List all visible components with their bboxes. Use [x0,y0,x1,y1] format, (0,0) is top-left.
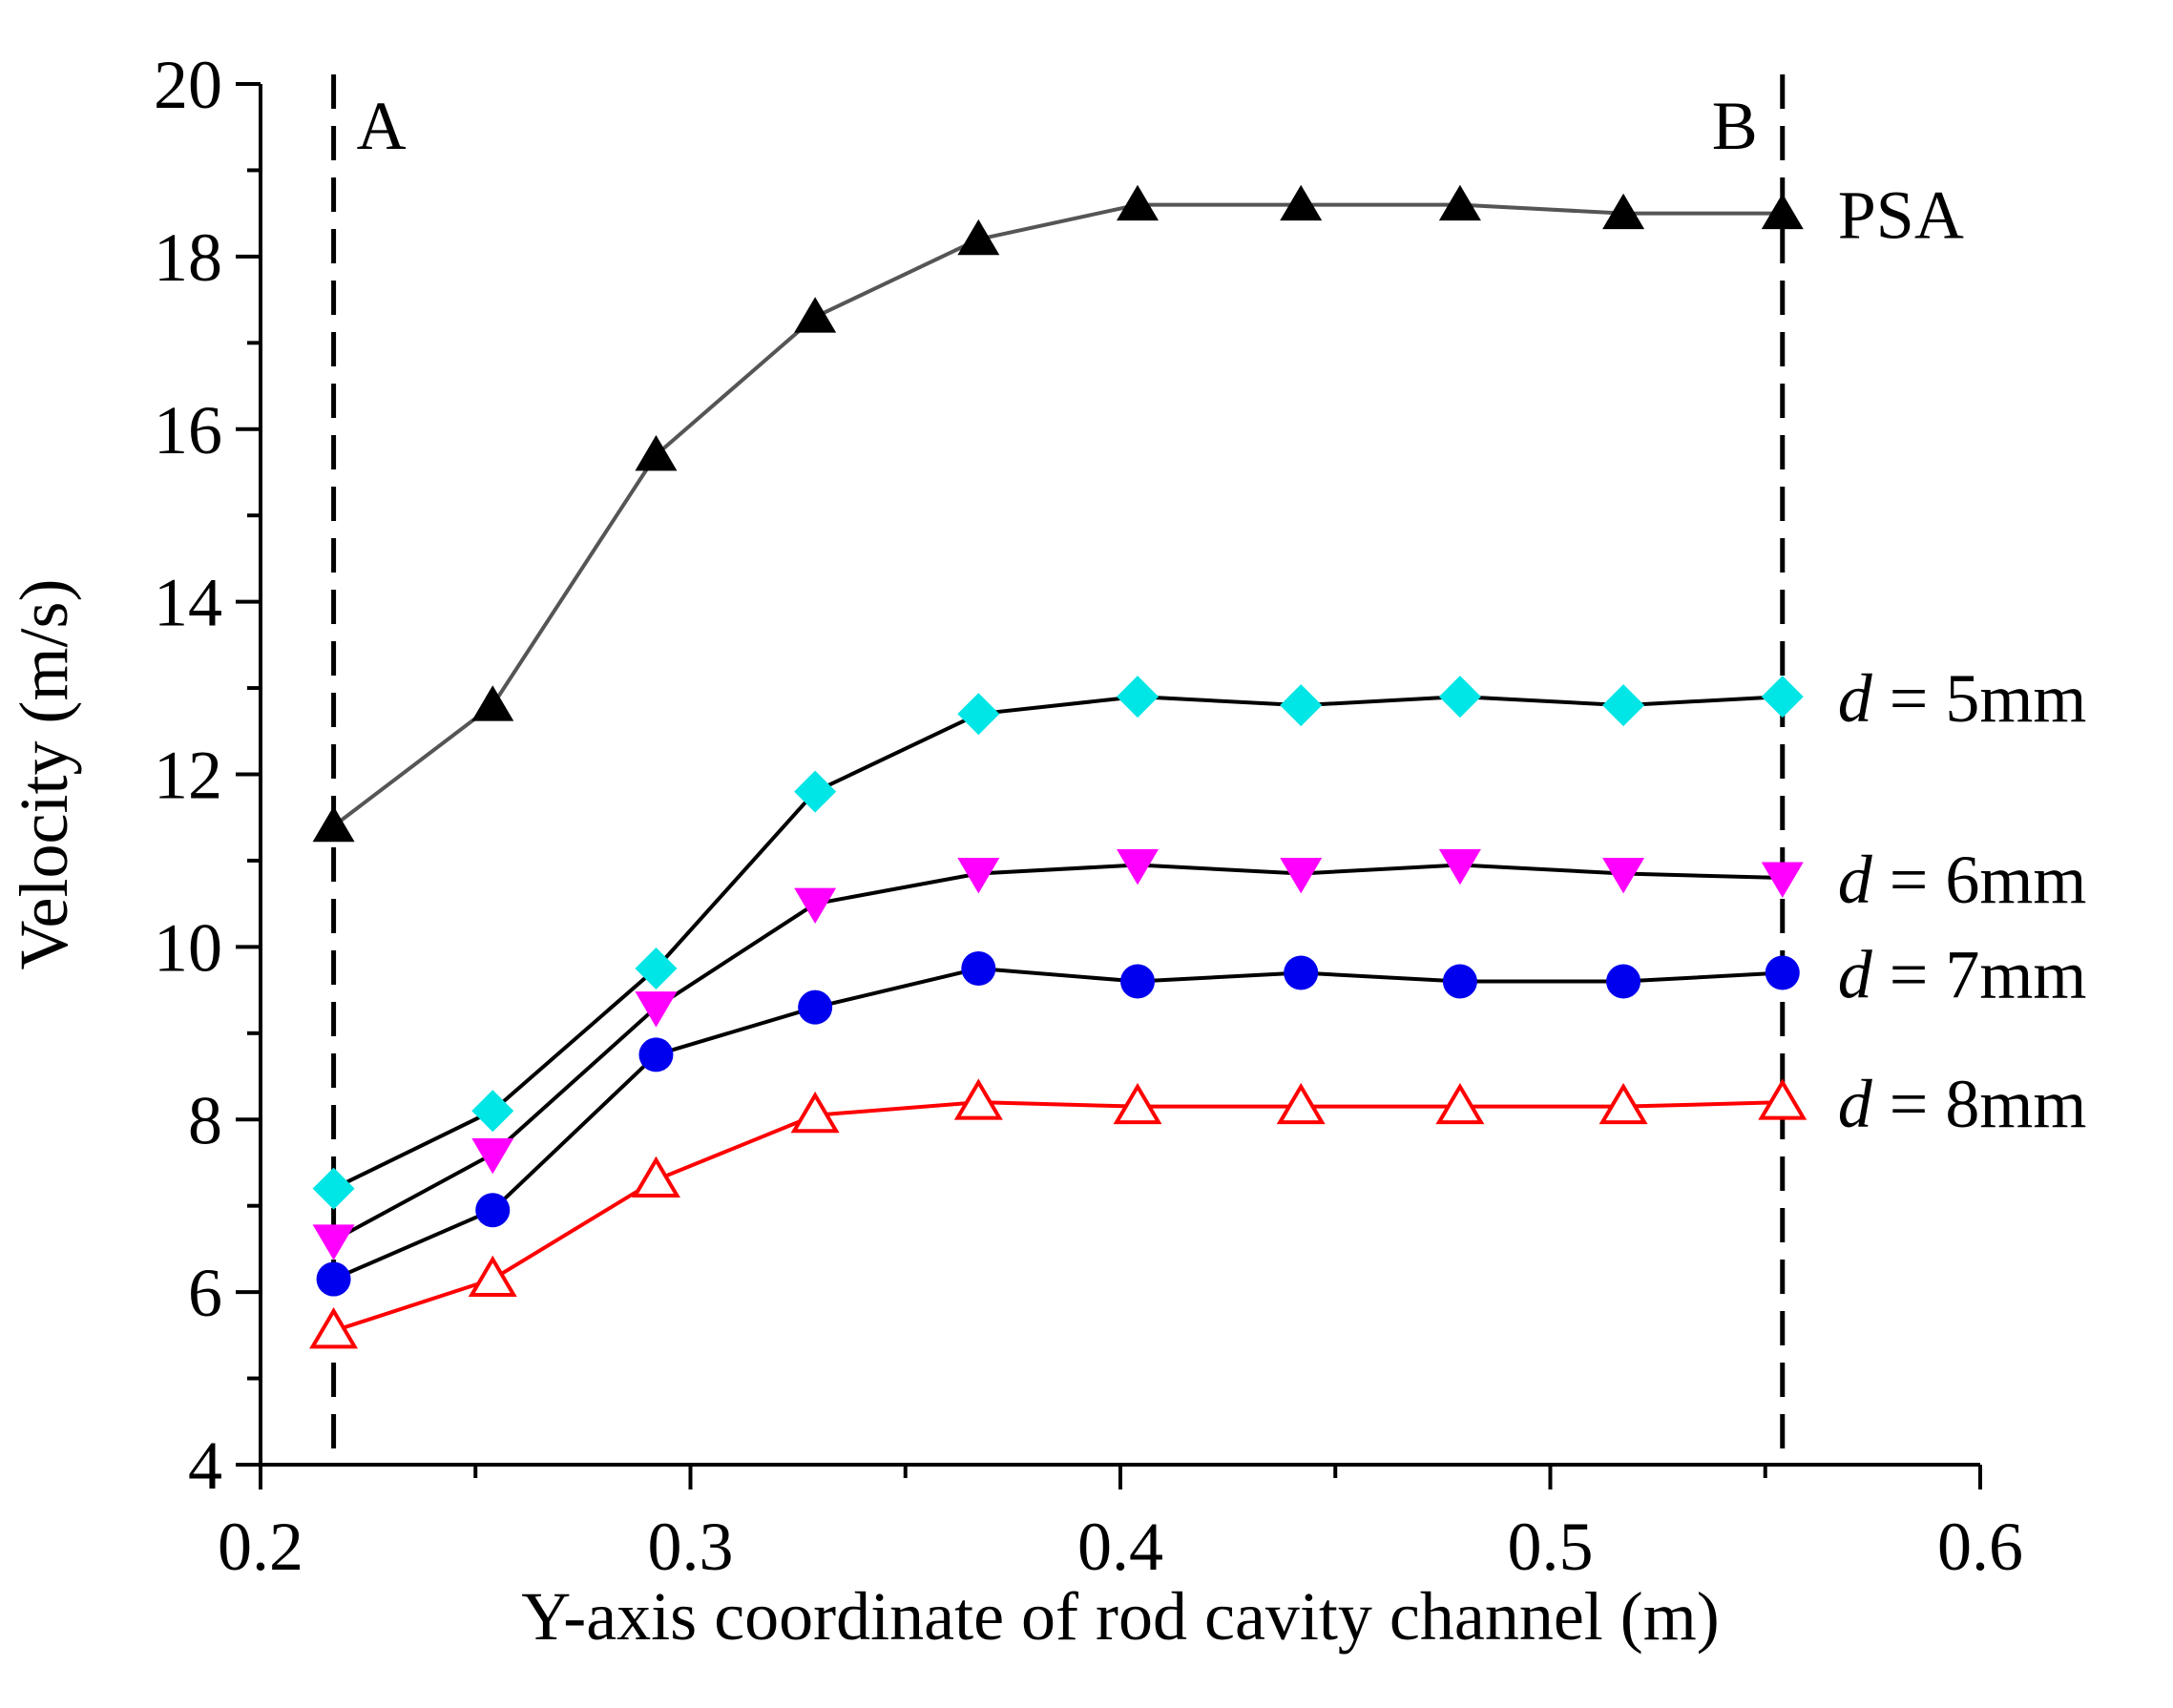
data-point [471,1137,514,1175]
series-2: d = 5mm [312,660,2087,1210]
y-tick-label: 20 [154,47,222,123]
data-point [316,1261,351,1297]
x-tick-label: 0.5 [1508,1509,1594,1585]
series-label-variable: d [1838,842,1873,918]
data-point [312,805,355,843]
series-line [332,202,1783,828]
y-tick-label: 8 [188,1082,222,1158]
data-point [312,1224,355,1260]
series-5: d = 8mm [309,1066,2087,1349]
data-point [1761,862,1804,898]
series-label: d = 7mm [1838,937,2087,1013]
data-point [468,1255,517,1298]
data-point [1280,858,1323,894]
reference-label-a: A [357,88,407,164]
series-label-variable: d [1838,660,1873,737]
series-label-value: = 6mm [1872,842,2087,918]
series-label-value: = 5mm [1872,660,2087,737]
series-line [332,863,1783,1242]
series-label-variable: d [1838,937,1873,1013]
x-tick-label: 0.4 [1077,1509,1163,1585]
data-point [635,434,678,471]
series-line [332,695,1783,1191]
series-label: d = 5mm [1838,660,2087,737]
data-point [1117,848,1160,885]
data-point [1438,184,1481,221]
data-point [790,1091,840,1134]
data-point [798,989,833,1025]
y-tick-label: 14 [154,565,222,641]
data-point [638,1037,674,1073]
data-point [794,887,837,925]
y-tick-label: 10 [154,909,222,986]
data-point [309,1306,359,1349]
series-label-value: = 8mm [1872,1066,2087,1142]
data-point [1117,184,1160,221]
data-point [635,991,678,1028]
series-line [332,1100,1783,1333]
data-point [1602,858,1645,894]
series-label-variable: d [1838,1066,1873,1142]
data-point [1602,193,1645,230]
data-point [1598,1082,1648,1125]
data-point [1761,676,1804,719]
data-point [1120,964,1156,999]
series-line [332,966,1783,1281]
data-point [1280,184,1323,221]
data-point [794,297,837,333]
data-point [631,1156,680,1198]
data-point [961,950,996,986]
series-label: PSA [1838,177,1964,254]
data-point [312,1167,355,1210]
y-tick-label: 4 [188,1427,222,1504]
series-3: d = 6mm [312,842,2087,1260]
y-axis-title: Velocity (m/s) [6,579,82,970]
series-label: d = 6mm [1838,842,2087,918]
series-4: d = 7mm [316,937,2087,1297]
y-tick-label: 6 [188,1255,222,1331]
series-label: d = 8mm [1838,1066,2087,1142]
data-point [1758,1078,1807,1120]
data-point [471,685,514,721]
data-point [1435,1082,1485,1125]
data-point [1276,1082,1326,1125]
data-point [794,770,837,813]
data-point [1438,848,1481,885]
data-point [957,858,1000,894]
data-point [635,947,678,989]
data-point [957,219,1000,256]
data-point [1602,684,1645,727]
series-1: PSA [312,177,1964,843]
data-point [1280,684,1323,727]
x-axis-title: Y-axis coordinate of rod cavity channel … [521,1578,1720,1655]
data-point [1442,964,1477,999]
axes: Y-axis coordinate of rod cavity channel … [6,47,2023,1655]
x-tick-label: 0.3 [648,1509,734,1585]
y-tick-label: 16 [154,392,222,469]
data-point [471,1090,514,1133]
data-point [475,1193,511,1228]
data-point [1284,955,1319,990]
y-tick-label: 12 [154,738,222,814]
y-tick-label: 18 [154,219,222,296]
data-point [1606,964,1641,999]
data-point [1765,955,1800,990]
x-tick-label: 0.2 [218,1509,303,1585]
data-point [1761,193,1804,230]
data-point [957,693,1000,736]
data-point [953,1078,1003,1120]
series-label-value: = 7mm [1872,937,2087,1013]
data-point [1117,676,1160,719]
data-point [1113,1082,1162,1125]
x-tick-label: 0.6 [1937,1509,2023,1585]
data-point [1438,676,1481,719]
reference-label-b: B [1712,88,1758,164]
